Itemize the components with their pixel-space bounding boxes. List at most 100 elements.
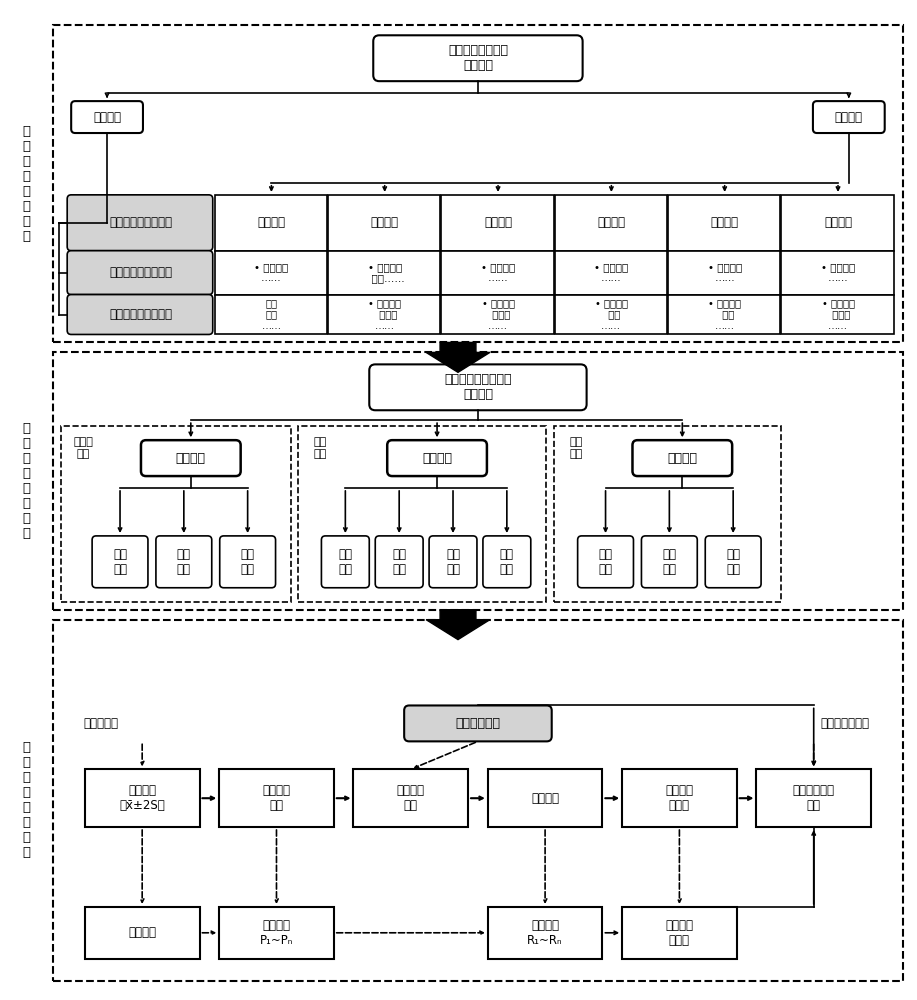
Bar: [668, 295, 780, 334]
Text: 基本特征: 基本特征: [258, 216, 285, 229]
Text: 题目
类型: 题目 类型: [392, 548, 406, 576]
Bar: [555, 251, 667, 295]
Bar: [53, 25, 902, 342]
Bar: [61, 426, 291, 602]
Text: 正太分布法: 正太分布法: [83, 717, 118, 730]
Bar: [53, 620, 902, 981]
Text: 等级划界
分值: 等级划界 分值: [397, 784, 425, 812]
Bar: [328, 195, 440, 251]
Text: 题目
选项: 题目 选项: [500, 548, 514, 576]
FancyBboxPatch shape: [375, 536, 423, 588]
Text: 教学
情境: 教学 情境: [113, 548, 127, 576]
Bar: [781, 251, 894, 295]
Text: • 校际合作
……: • 校际合作 ……: [708, 262, 742, 283]
Text: 基于情境测试原理的
测评工具: 基于情境测试原理的 测评工具: [444, 373, 512, 401]
Text: 相似度最大原则: 相似度最大原则: [821, 717, 869, 730]
Text: 原始测评数据: 原始测评数据: [456, 717, 501, 730]
Bar: [555, 195, 667, 251]
Bar: [328, 295, 440, 334]
Text: 定量
分析: 定量 分析: [569, 437, 582, 459]
Text: 题干
内容: 题干 内容: [446, 548, 460, 576]
FancyBboxPatch shape: [483, 536, 531, 588]
Text: • 发展方向
……: • 发展方向 ……: [481, 262, 515, 283]
Text: 紧密层（二级标签）: 紧密层（二级标签）: [109, 266, 172, 279]
Text: 划界方案
P₁~Pₙ: 划界方案 P₁~Pₙ: [260, 919, 293, 947]
Bar: [622, 907, 736, 959]
Text: • 资源共建
  共享
……: • 资源共建 共享 ……: [708, 298, 741, 331]
Text: 组织协同: 组织协同: [711, 216, 739, 229]
FancyBboxPatch shape: [92, 536, 148, 588]
Bar: [215, 251, 327, 295]
Text: 测评情境: 测评情境: [176, 452, 205, 465]
Text: 校长信息素养画像
标签体系: 校长信息素养画像 标签体系: [447, 44, 508, 72]
Text: 发展认识: 发展认识: [370, 216, 399, 229]
Bar: [219, 769, 334, 827]
Bar: [668, 195, 780, 251]
Text: 绩效评价: 绩效评价: [824, 216, 852, 229]
Text: 数据相似
度计算: 数据相似 度计算: [666, 784, 693, 812]
Bar: [781, 295, 894, 334]
Bar: [299, 426, 546, 602]
Text: • 信息化制
  度评价
……: • 信息化制 度评价 ……: [822, 298, 855, 331]
Text: 划界备选
方案: 划界备选 方案: [262, 784, 291, 812]
FancyBboxPatch shape: [67, 195, 213, 251]
Bar: [488, 769, 602, 827]
Text: 确定最佳划界
方案: 确定最佳划界 方案: [792, 784, 834, 812]
Bar: [85, 769, 200, 827]
Bar: [622, 769, 736, 827]
Text: 数据向量
R₁~Rₙ: 数据向量 R₁~Rₙ: [527, 919, 563, 947]
Bar: [53, 352, 902, 610]
FancyBboxPatch shape: [141, 440, 240, 476]
Text: 评分
方式: 评分 方式: [662, 548, 677, 576]
Text: 创
建
画
像
标
签
体
系: 创 建 画 像 标 签 体 系: [22, 125, 30, 243]
Text: • 信息化发
  展目标
……: • 信息化发 展目标 ……: [481, 298, 514, 331]
Text: 性别
年龄
……: 性别 年龄 ……: [261, 298, 282, 331]
FancyBboxPatch shape: [633, 440, 732, 476]
Text: 维度标签: 维度标签: [834, 111, 863, 124]
FancyBboxPatch shape: [373, 35, 582, 81]
Text: 评分标准: 评分标准: [668, 452, 697, 465]
Bar: [219, 907, 334, 959]
Text: 层级标签: 层级标签: [93, 111, 121, 124]
Text: 定性
分析: 定性 分析: [314, 437, 327, 459]
FancyBboxPatch shape: [813, 101, 885, 133]
Text: 管理
情境: 管理 情境: [177, 548, 191, 576]
Bar: [215, 195, 327, 251]
Text: 等级数据: 等级数据: [531, 792, 559, 805]
Text: • 发展动态
  追踪……: • 发展动态 追踪……: [365, 262, 404, 283]
Text: 建设管理: 建设管理: [597, 216, 625, 229]
Text: • 学校管理
……: • 学校管理 ……: [821, 262, 856, 283]
Text: 确
定
等
级
划
界
方
案: 确 定 等 级 划 界 方 案: [22, 741, 30, 859]
Text: • 信息化政
  策动态
……: • 信息化政 策动态 ……: [369, 298, 402, 331]
Bar: [757, 769, 871, 827]
Bar: [441, 295, 554, 334]
Text: 核心层（一级标签）: 核心层（一级标签）: [109, 216, 172, 229]
Text: • 数字资源
……: • 数字资源 ……: [594, 262, 628, 283]
Text: 情境测
试法: 情境测 试法: [73, 437, 94, 459]
Text: 拓展层（三级标签）: 拓展层（三级标签）: [109, 308, 172, 321]
FancyBboxPatch shape: [67, 251, 213, 295]
Bar: [328, 251, 440, 295]
FancyBboxPatch shape: [67, 295, 213, 334]
FancyBboxPatch shape: [220, 536, 275, 588]
FancyBboxPatch shape: [642, 536, 697, 588]
Text: 测评题目: 测评题目: [422, 452, 452, 465]
FancyBboxPatch shape: [429, 536, 477, 588]
Bar: [441, 251, 554, 295]
Text: • 数字图书
  资源
……: • 数字图书 资源 ……: [595, 298, 628, 331]
Bar: [441, 195, 554, 251]
FancyBboxPatch shape: [404, 705, 552, 741]
Bar: [668, 251, 780, 295]
FancyBboxPatch shape: [370, 364, 587, 410]
Text: 划界间隔: 划界间隔: [128, 926, 156, 939]
Text: 测评
要点: 测评 要点: [338, 548, 352, 576]
Polygon shape: [426, 342, 490, 372]
FancyBboxPatch shape: [72, 101, 143, 133]
FancyBboxPatch shape: [322, 536, 370, 588]
FancyBboxPatch shape: [156, 536, 212, 588]
Polygon shape: [426, 610, 490, 640]
FancyBboxPatch shape: [578, 536, 634, 588]
Bar: [353, 769, 468, 827]
Bar: [781, 195, 894, 251]
FancyBboxPatch shape: [705, 536, 761, 588]
